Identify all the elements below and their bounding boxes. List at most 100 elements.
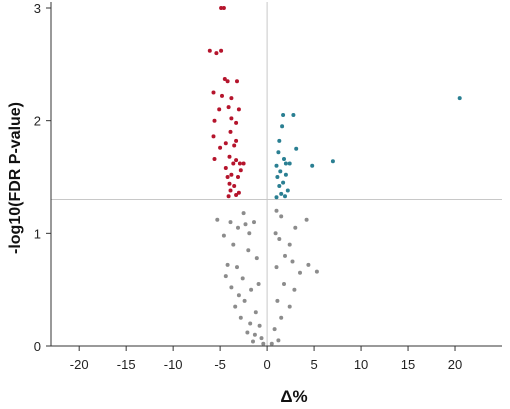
data-point-down-significant (236, 175, 240, 179)
data-point-down-significant (238, 168, 243, 173)
data-point-not-significant (254, 256, 259, 261)
data-point-not-significant (292, 287, 297, 292)
data-point-down-significant (225, 79, 230, 84)
data-point-not-significant (272, 327, 277, 332)
data-point-not-significant (274, 265, 279, 270)
data-point-not-significant (249, 287, 254, 292)
data-point-up-significant (283, 172, 288, 177)
data-point-not-significant (247, 231, 252, 236)
x-tick-label: 10 (354, 357, 368, 372)
data-point-down-significant (214, 51, 219, 56)
data-point-up-significant (283, 161, 288, 166)
data-point-down-significant (232, 184, 237, 188)
data-point-down-significant (227, 181, 232, 186)
data-point-up-significant (283, 194, 287, 199)
data-point-down-significant (229, 96, 234, 101)
data-point-down-significant (234, 193, 239, 197)
data-point-down-significant (212, 118, 217, 123)
data-point-not-significant (238, 315, 243, 320)
data-point-up-significant (276, 150, 281, 155)
threshold-lines (51, 2, 502, 346)
data-point-not-significant (231, 242, 236, 247)
data-point-down-significant (231, 161, 236, 166)
y-tick-label: 2 (34, 114, 41, 129)
y-axis-title: -log10(FDR P-value) (7, 102, 24, 254)
data-point-not-significant (251, 339, 255, 344)
x-tick-label: -5 (214, 357, 226, 372)
data-point-down-significant (219, 48, 224, 53)
data-point-down-significant (207, 48, 212, 53)
data-point-down-significant (221, 6, 226, 10)
data-point-not-significant (282, 282, 286, 286)
data-point-not-significant (275, 298, 280, 303)
data-point-up-significant (281, 180, 286, 185)
data-point-not-significant (223, 274, 228, 279)
data-point-not-significant (248, 321, 253, 326)
data-point-down-significant (227, 154, 232, 159)
data-point-not-significant (259, 336, 264, 341)
data-point-not-significant (283, 253, 287, 258)
data-point-not-significant (245, 330, 250, 335)
data-point-not-significant (252, 332, 257, 337)
data-point-down-significant (228, 129, 233, 134)
data-point-not-significant (236, 293, 241, 298)
x-tick-label: 15 (401, 357, 415, 372)
data-point-not-significant (274, 208, 279, 213)
data-point-not-significant (306, 262, 311, 267)
data-point-down-significant (232, 143, 237, 148)
data-point-down-significant (236, 107, 241, 112)
data-point-up-significant (285, 188, 290, 193)
data-point-not-significant (233, 304, 238, 309)
data-point-not-significant (243, 222, 248, 227)
data-point-down-significant (229, 116, 234, 121)
data-point-down-significant (235, 79, 239, 84)
data-point-down-significant (223, 166, 228, 170)
x-tick-label: 5 (310, 357, 317, 372)
data-point-down-significant (211, 90, 216, 95)
data-point-down-significant (211, 134, 216, 139)
data-point-not-significant (246, 248, 251, 253)
data-point-not-significant (242, 298, 247, 303)
data-point-up-significant (278, 169, 283, 174)
data-point-not-significant (240, 276, 245, 281)
x-tick-label: 0 (263, 357, 270, 372)
data-point-not-significant (290, 259, 295, 264)
data-point-not-significant (228, 220, 233, 225)
data-point-down-significant (241, 161, 246, 166)
data-point-not-significant (221, 233, 226, 238)
y-tick-label: 3 (34, 1, 41, 16)
data-point-down-significant (226, 194, 231, 199)
data-point-not-significant (241, 211, 246, 216)
tick-labels: -20 -15 -10 -5 0 5 10 15 20 0 1 2 3 (34, 1, 462, 372)
data-point-up-significant (274, 195, 279, 200)
data-point-not-significant (314, 269, 319, 274)
data-point-not-significant (279, 315, 284, 320)
data-point-down-significant (228, 188, 233, 193)
data-point-not-significant (269, 341, 274, 346)
data-point-not-significant (257, 323, 262, 328)
data-point-up-significant (277, 184, 282, 188)
data-point-down-significant (234, 120, 239, 125)
data-point-down-significant (220, 93, 224, 98)
data-point-down-significant (223, 141, 228, 146)
data-point-down-significant (234, 138, 239, 143)
data-point-up-significant (457, 96, 462, 101)
y-tick-label: 0 (34, 339, 41, 354)
data-point-not-significant (229, 285, 234, 290)
data-point-not-significant (293, 225, 298, 230)
data-point-not-significant (261, 341, 266, 346)
data-point-up-significant (281, 113, 286, 117)
data-point-down-significant (229, 172, 234, 177)
data-point-down-significant (237, 161, 242, 166)
data-point-not-significant (273, 231, 278, 236)
y-tick-label: 1 (34, 226, 41, 241)
data-point-not-significant (253, 310, 258, 315)
data-point-not-significant (252, 220, 256, 225)
data-point-down-significant (212, 157, 217, 161)
data-point-not-significant (256, 282, 261, 286)
data-point-up-significant (291, 113, 296, 117)
data-point-down-significant (222, 77, 227, 81)
data-point-down-significant (218, 145, 223, 150)
data-point-up-significant (275, 175, 280, 179)
